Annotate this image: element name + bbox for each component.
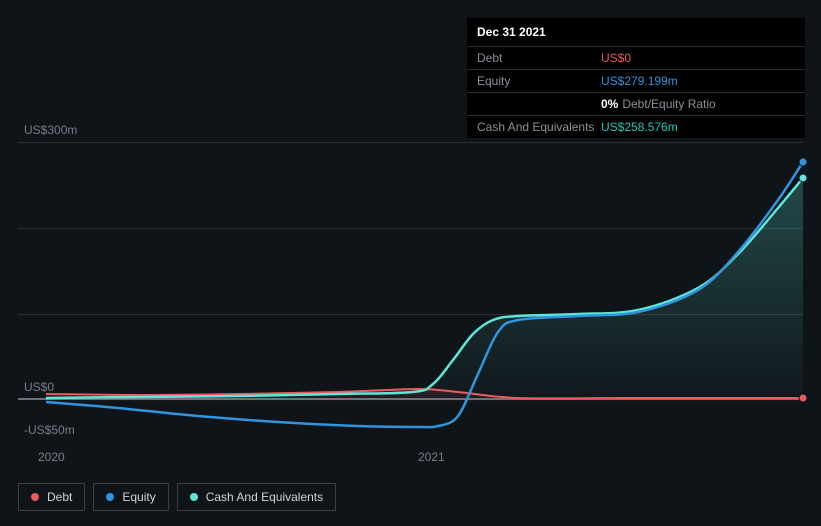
ratio-percent: 0% (601, 97, 618, 111)
ratio-label: Debt/Equity Ratio (622, 97, 715, 111)
tooltip-label: Equity (477, 74, 601, 88)
tooltip-label (477, 97, 601, 111)
equity-end-marker (799, 158, 807, 166)
chart-plot-area (18, 142, 803, 444)
legend-item-debt[interactable]: Debt (18, 483, 85, 511)
tooltip-row-equity: Equity US$279.199m (467, 70, 805, 93)
tooltip-row-ratio: 0% Debt/Equity Ratio (467, 93, 805, 116)
x-tick-label: 2020 (38, 450, 65, 464)
legend-label: Cash And Equivalents (206, 490, 323, 504)
x-tick-label: 2021 (418, 450, 445, 464)
debt-end-marker (799, 394, 807, 402)
y-tick-label: US$300m (24, 123, 77, 137)
circle-icon (190, 493, 198, 501)
cash-end-marker (799, 174, 807, 182)
tooltip-date: Dec 31 2021 (467, 18, 805, 47)
legend-item-equity[interactable]: Equity (93, 483, 168, 511)
chart-legend: Debt Equity Cash And Equivalents (18, 483, 336, 511)
tooltip-value: US$258.576m (601, 120, 795, 134)
legend-label: Debt (47, 490, 72, 504)
circle-icon (31, 493, 39, 501)
tooltip-row-cash: Cash And Equivalents US$258.576m (467, 116, 805, 138)
tooltip-label: Debt (477, 51, 601, 65)
tooltip-row-debt: Debt US$0 (467, 47, 805, 70)
tooltip-label: Cash And Equivalents (477, 120, 601, 134)
data-tooltip: Dec 31 2021 Debt US$0 Equity US$279.199m… (467, 18, 805, 138)
cash-area (46, 178, 803, 398)
circle-icon (106, 493, 114, 501)
legend-label: Equity (122, 490, 155, 504)
tooltip-value: 0% Debt/Equity Ratio (601, 97, 795, 111)
legend-item-cash[interactable]: Cash And Equivalents (177, 483, 336, 511)
tooltip-value: US$279.199m (601, 74, 795, 88)
tooltip-value: US$0 (601, 51, 795, 65)
